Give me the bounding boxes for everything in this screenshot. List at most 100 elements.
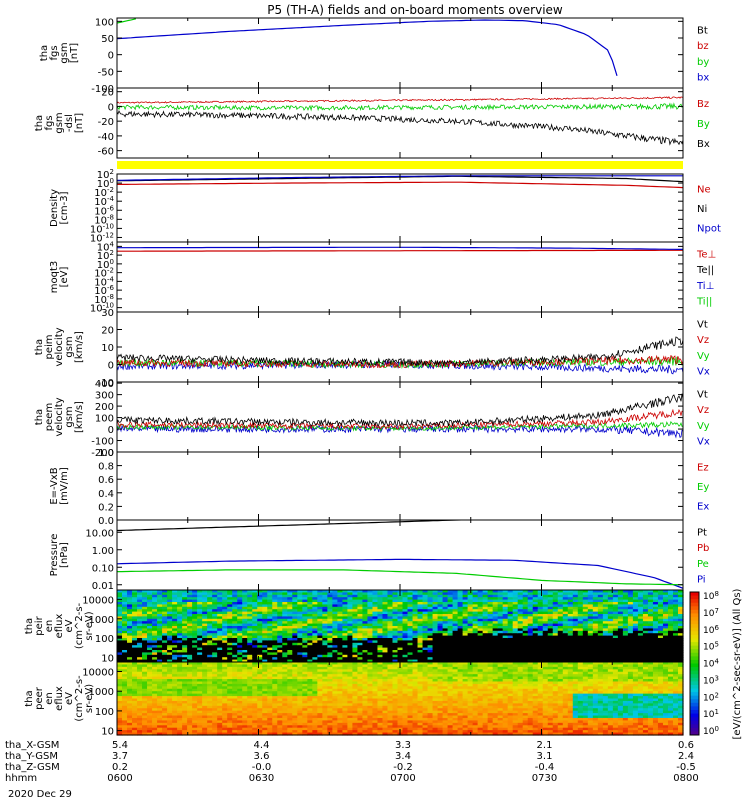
- spectrogram-cell: [462, 628, 469, 632]
- spectrogram-cell: [562, 642, 569, 646]
- spectrogram-cell: [192, 654, 198, 658]
- spectrogram-cell: [307, 628, 313, 632]
- spectrogram-cell: [227, 647, 233, 651]
- spectrogram-cell: [282, 616, 288, 620]
- spectrogram-cell: [457, 616, 464, 620]
- spectrogram-cell: [497, 635, 504, 639]
- spectrogram-cell: [177, 679, 183, 683]
- spectrogram-cell: [327, 628, 333, 632]
- spectrogram-cell: [667, 614, 674, 617]
- spectrogram-cell: [247, 717, 253, 721]
- spectrogram-cell: [392, 594, 399, 598]
- spectrogram-cell: [302, 664, 308, 668]
- spectrogram-cell: [342, 630, 349, 634]
- spectrogram-cell: [292, 676, 298, 680]
- spectrogram-cell: [677, 635, 684, 639]
- spectrogram-cell: [372, 635, 379, 639]
- spectrogram-cell: [282, 700, 288, 704]
- spectrogram-cell: [197, 698, 203, 702]
- spectrogram-cell: [177, 640, 183, 644]
- spectrogram-cell: [277, 609, 283, 613]
- spectrogram-cell: [292, 616, 298, 620]
- spectrogram-cell: [287, 688, 293, 692]
- spectrogram-cell: [452, 614, 459, 617]
- spectrogram-cell: [652, 594, 659, 598]
- spectrogram-cell: [397, 635, 404, 639]
- spectrogram-cell: [652, 628, 659, 632]
- spectrogram-cell: [217, 708, 223, 712]
- spectrogram-cell: [662, 602, 669, 605]
- spectrogram-cell: [617, 638, 624, 641]
- spectrogram-cell: [442, 635, 449, 639]
- spectrogram-cell: [247, 696, 253, 700]
- spectrogram-cell: [677, 606, 684, 610]
- spectrogram-cell: [327, 616, 333, 620]
- spectrogram-cell: [137, 679, 143, 683]
- spectrogram-cell: [227, 621, 233, 625]
- spectrogram-cell: [147, 602, 153, 605]
- spectrogram-cell: [337, 616, 343, 620]
- spectrogram-cell: [662, 659, 669, 663]
- spectrogram-cell: [277, 720, 283, 724]
- y-tick-label: 0.10: [92, 563, 114, 574]
- spectrogram-cell: [132, 635, 138, 639]
- spectrogram-cell: [187, 659, 193, 663]
- spectrogram-cell: [657, 630, 664, 634]
- spectrogram-cell: [182, 713, 188, 717]
- spectrogram-cell: [312, 618, 318, 622]
- spectrogram-cell: [647, 614, 654, 617]
- spectrogram-cell: [217, 666, 223, 670]
- spectrogram-cell: [322, 626, 328, 629]
- spectrogram-cell: [247, 609, 253, 613]
- spectrogram-cell: [252, 604, 258, 608]
- spectrogram-cell: [152, 679, 158, 683]
- spectrogram-cell: [217, 657, 223, 661]
- spectrogram-cell: [547, 614, 554, 617]
- spectrogram-cell: [192, 633, 198, 637]
- spectrogram-cell: [147, 640, 153, 644]
- spectrogram-cell: [262, 618, 268, 622]
- spectrogram-cell: [262, 698, 268, 702]
- spectrogram-cell: [232, 640, 238, 644]
- spectrogram-cell: [297, 683, 303, 687]
- spectrogram-cell: [522, 657, 529, 661]
- spectrogram-cell: [667, 635, 674, 639]
- spectrogram-cell: [282, 592, 288, 596]
- spectrogram-cell: [417, 626, 424, 629]
- spectrogram-cell: [222, 659, 228, 663]
- spectrogram-cell: [647, 650, 654, 653]
- spectrogram-cell: [592, 633, 599, 637]
- spectrogram-cell: [142, 647, 148, 651]
- spectrogram-cell: [237, 654, 243, 658]
- spectrogram-cell: [227, 604, 233, 608]
- spectrogram-cell: [307, 715, 313, 719]
- spectrogram-cell: [237, 717, 243, 721]
- spectrogram-cell: [402, 640, 409, 644]
- spectrogram-cell: [197, 705, 203, 709]
- spectrogram-cell: [272, 713, 278, 717]
- spectrogram-cell: [312, 657, 318, 661]
- spectrogram-cell: [127, 592, 133, 596]
- spectrogram-cell: [177, 696, 183, 700]
- spectrogram-cell: [597, 604, 604, 608]
- spectrogram-cell: [307, 606, 313, 610]
- spectrogram-cell: [577, 652, 584, 656]
- spectrogram-cell: [307, 623, 313, 627]
- spectrogram-cell: [132, 616, 138, 620]
- spectrogram-cell: [532, 606, 539, 610]
- spectrogram-cell: [557, 592, 564, 596]
- spectrogram-cell: [307, 708, 313, 712]
- spectrogram-cell: [307, 683, 313, 687]
- spectrogram-cell: [117, 683, 123, 687]
- spectrogram-cell: [177, 698, 183, 702]
- spectrogram-cell: [142, 592, 148, 596]
- spectrogram-cell: [272, 635, 278, 639]
- spectrogram-cell: [157, 720, 163, 724]
- spectrogram-cell: [562, 626, 569, 629]
- spectrogram-cell: [232, 604, 238, 608]
- spectrogram-cell: [517, 606, 524, 610]
- spectrogram-cell: [322, 652, 328, 656]
- spectrogram-cell: [147, 638, 153, 641]
- spectrogram-cell: [147, 725, 153, 729]
